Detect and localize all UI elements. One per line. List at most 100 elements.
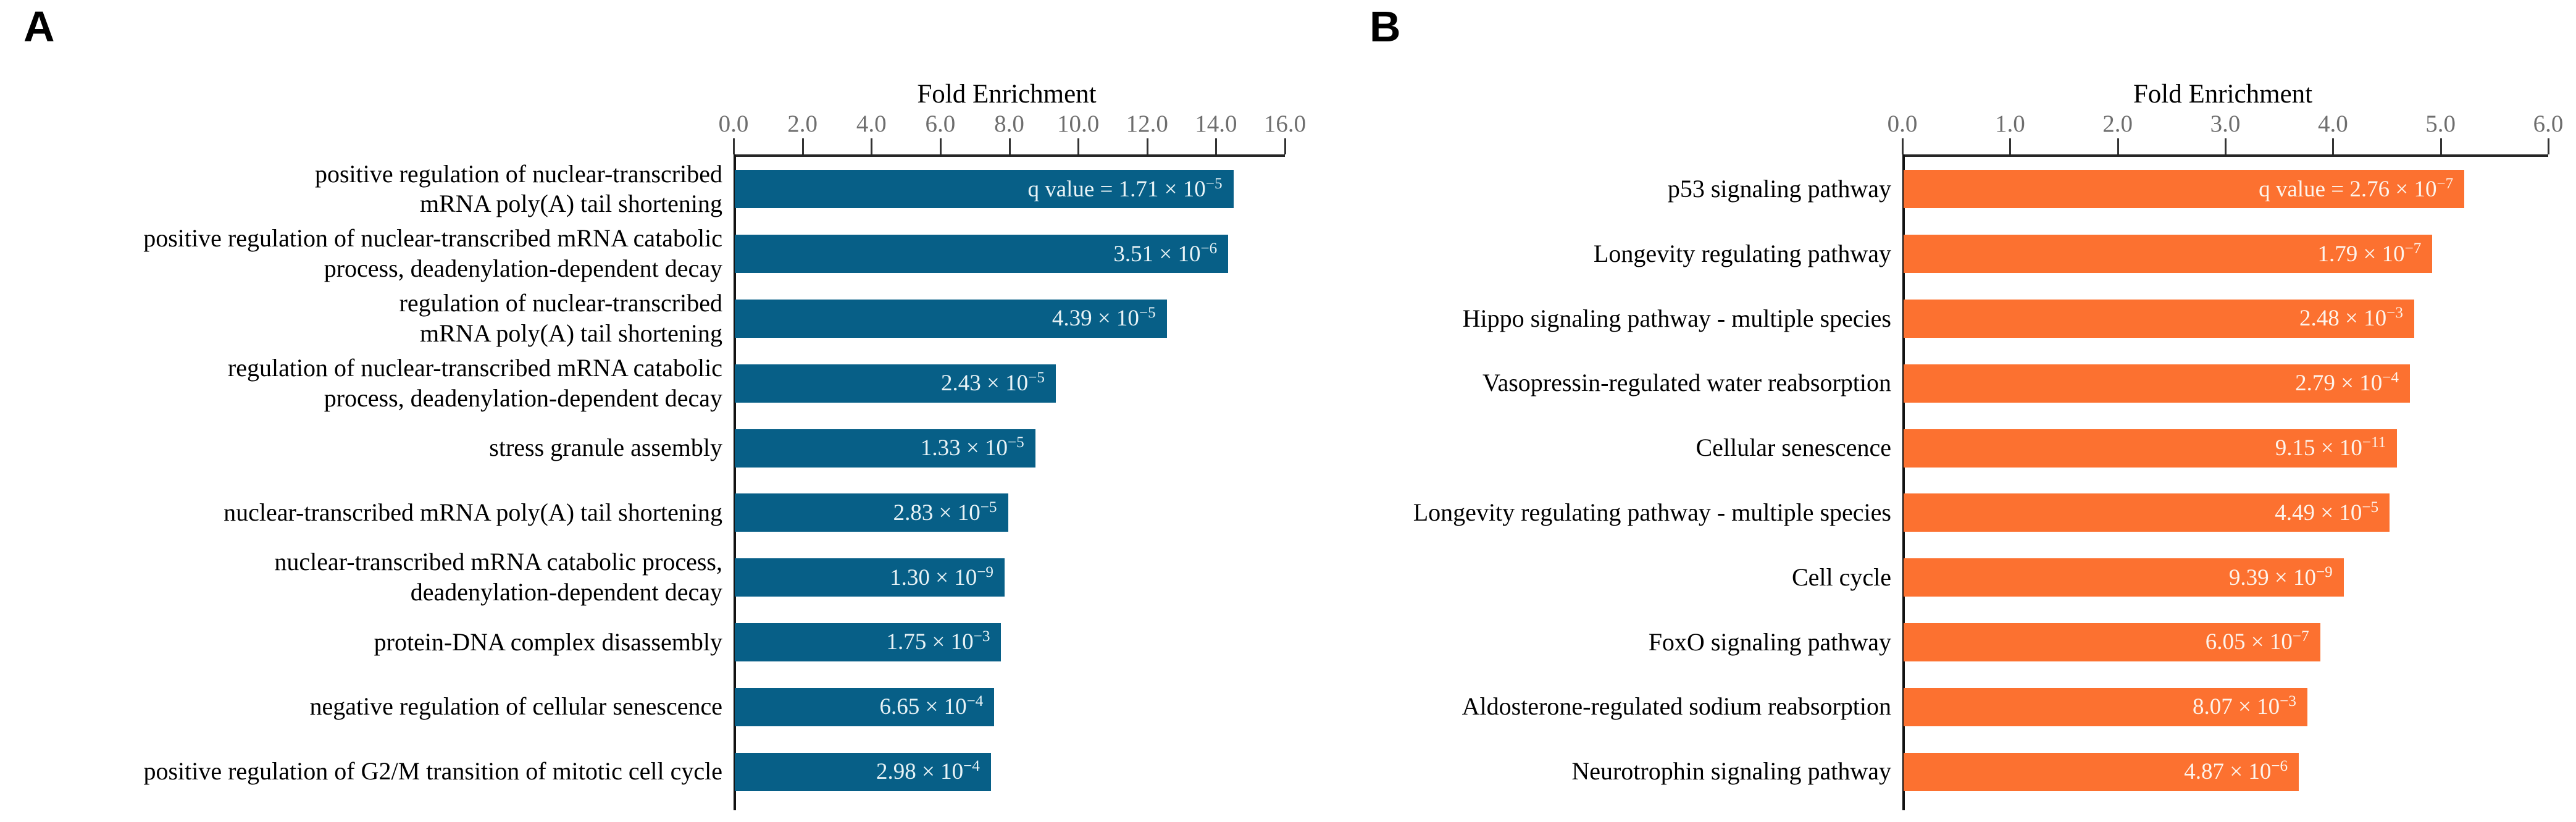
q-value-exponent: −4 xyxy=(2382,369,2399,387)
fold-enrichment-bar: 1.30 × 10−9 xyxy=(735,558,1005,597)
q-value-label: 6.05 × 10−7 xyxy=(2205,628,2309,655)
category-label: FoxO signaling pathway xyxy=(1648,627,1891,656)
category-label: negative regulation of cellular senescen… xyxy=(309,692,722,721)
q-value-label: q value = 2.76 × 10−7 xyxy=(2259,175,2454,202)
q-value-exponent: −9 xyxy=(2315,563,2333,581)
fold-enrichment-bar: 2.98 × 10−4 xyxy=(735,752,991,791)
panel-b: B Fold Enrichment 0.0 1.0 2.0 3.0 4.0 5.0 6.0 … xyxy=(1288,0,2576,822)
x-tick-label: 6.0 xyxy=(925,111,956,137)
q-value-label: 1.33 × 10−5 xyxy=(920,434,1024,461)
bar-track: 8.07 × 10−3 xyxy=(1902,687,2543,726)
bar-row: Aldosterone-regulated sodium reabsorptio… xyxy=(1288,674,2543,739)
bar-row: regulation of nuclear-transcribed mRNA po… xyxy=(0,287,1280,351)
bar-track: 6.65 × 10−4 xyxy=(734,687,1280,726)
x-tick-label: 4.0 xyxy=(856,111,887,137)
bar-row: stress granule assembly 1.33 × 10−5 xyxy=(0,416,1280,480)
bar-track: 9.39 × 10−9 xyxy=(1902,558,2543,597)
q-value-exponent: −3 xyxy=(973,628,990,645)
q-value-label: 1.30 × 10−9 xyxy=(890,563,993,590)
bar-row: Hippo signaling pathway - multiple speci… xyxy=(1288,287,2543,351)
q-value-exponent: −4 xyxy=(963,758,980,775)
fold-enrichment-bar: 9.15 × 10−11 xyxy=(1904,429,2398,468)
category-label: positive regulation of G2/M transition o… xyxy=(143,757,722,786)
q-value-exponent: −6 xyxy=(1200,240,1218,257)
fold-enrichment-bar: 2.83 × 10−5 xyxy=(735,493,1008,532)
q-value-label: 4.49 × 10−5 xyxy=(2275,498,2379,526)
panel-b-x-axis: 0.0 1.0 2.0 3.0 4.0 5.0 6.0 xyxy=(1888,111,2563,157)
category-label: stress granule assembly xyxy=(489,434,722,462)
panel-b-letter: B xyxy=(1370,2,1401,51)
bar-track: q value = 2.76 × 10−7 xyxy=(1902,170,2543,209)
x-tick-label: 8.0 xyxy=(994,111,1024,137)
x-tick-mark xyxy=(1215,138,1218,154)
q-value-exponent: −3 xyxy=(2280,693,2296,710)
x-tick-label: 0.0 xyxy=(718,111,749,137)
bar-row: p53 signaling pathway q value = 2.76 × 10… xyxy=(1288,157,2543,222)
x-tick-mark xyxy=(1146,138,1148,154)
fold-enrichment-bar: 4.49 × 10−5 xyxy=(1904,493,2390,532)
q-value-exponent: −5 xyxy=(2362,498,2379,516)
x-tick-mark xyxy=(733,138,735,154)
q-value-label: 2.83 × 10−5 xyxy=(893,498,997,526)
q-value-exponent: −11 xyxy=(2362,434,2386,451)
fold-enrichment-bar: 2.43 × 10−5 xyxy=(735,364,1056,403)
category-label: regulation of nuclear-transcribed mRNA po… xyxy=(399,289,722,347)
bar-track: 3.51 × 10−6 xyxy=(734,235,1280,274)
category-label: Longevity regulating pathway - multiple … xyxy=(1413,498,1891,526)
q-value-label: 4.39 × 10−5 xyxy=(1052,304,1156,332)
panel-b-y-axis xyxy=(1902,154,1905,810)
bar-track: 1.75 × 10−3 xyxy=(734,623,1280,661)
x-tick-mark xyxy=(1902,138,1904,154)
fold-enrichment-bar: 6.65 × 10−4 xyxy=(735,687,995,726)
x-tick-label: 10.0 xyxy=(1057,111,1100,137)
category-label: Vasopressin-regulated water reabsorption xyxy=(1482,369,1891,397)
bar-row: positive regulation of G2/M transition o… xyxy=(0,739,1280,804)
category-label: Longevity regulating pathway xyxy=(1593,239,1891,267)
bar-row: Cellular senescence 9.15 × 10−11 xyxy=(1288,416,2543,480)
bar-row: Neurotrophin signaling pathway 4.87 × 10−… xyxy=(1288,739,2543,804)
q-value-exponent: −9 xyxy=(977,563,993,581)
fold-enrichment-bar: 1.33 × 10−5 xyxy=(735,429,1035,468)
q-value-label: 3.51 × 10−6 xyxy=(1113,240,1218,267)
bar-row: nuclear-transcribed mRNA catabolic proce… xyxy=(0,545,1280,610)
x-tick-label: 5.0 xyxy=(2425,111,2456,137)
panel-a-y-axis xyxy=(734,154,736,810)
bar-track: 1.33 × 10−5 xyxy=(734,429,1280,468)
panel-b-rows: p53 signaling pathway q value = 2.76 × 10… xyxy=(1288,157,2543,804)
fold-enrichment-bar: q value = 1.71 × 10−5 xyxy=(735,170,1234,209)
panel-a: A Fold Enrichment 0.0 2.0 4.0 6.0 8.0 10.0 12.… xyxy=(0,5,1306,810)
category-label: positive regulation of nuclear-transcrib… xyxy=(143,224,722,283)
bar-track: 2.98 × 10−4 xyxy=(734,752,1280,791)
category-label: Cell cycle xyxy=(1791,563,1891,591)
bar-track: q value = 1.71 × 10−5 xyxy=(734,170,1280,209)
bar-track: 2.48 × 10−3 xyxy=(1902,299,2543,338)
bar-track: 4.49 × 10−5 xyxy=(1902,493,2543,532)
q-value-label: 8.07 × 10−3 xyxy=(2193,693,2296,720)
q-value-label: 4.87 × 10−6 xyxy=(2184,758,2288,785)
panel-a-x-axis: 0.0 2.0 4.0 6.0 8.0 10.0 12.0 14.0 16.0 xyxy=(719,111,1306,157)
fold-enrichment-bar: 4.87 × 10−6 xyxy=(1904,752,2299,791)
bar-track: 4.39 × 10−5 xyxy=(734,299,1280,338)
x-tick-mark xyxy=(2009,138,2012,154)
x-tick-label: 14.0 xyxy=(1195,111,1237,137)
x-tick-mark xyxy=(2332,138,2335,154)
x-tick-label: 12.0 xyxy=(1126,111,1168,137)
bar-row: negative regulation of cellular senescen… xyxy=(0,674,1280,739)
q-value-exponent: −3 xyxy=(2386,304,2403,322)
bar-track: 2.79 × 10−4 xyxy=(1902,364,2543,403)
q-value-label: 6.65 × 10−4 xyxy=(879,693,984,720)
panel-b-axis-title: Fold Enrichment xyxy=(2133,80,2313,109)
fold-enrichment-bar: 8.07 × 10−3 xyxy=(1904,687,2307,726)
fold-enrichment-bar: 2.48 × 10−3 xyxy=(1904,299,2414,338)
fold-enrichment-bar: q value = 2.76 × 10−7 xyxy=(1904,170,2465,209)
x-tick-label: 6.0 xyxy=(2533,111,2564,137)
q-value-exponent: −5 xyxy=(1139,304,1156,322)
bar-row: nuclear-transcribed mRNA poly(A) tail sh… xyxy=(0,480,1280,545)
fold-enrichment-bar: 3.51 × 10−6 xyxy=(735,235,1229,274)
x-tick-mark xyxy=(2225,138,2227,154)
q-value-label: 2.43 × 10−5 xyxy=(941,369,1045,396)
bar-track: 6.05 × 10−7 xyxy=(1902,623,2543,661)
x-tick-label: 1.0 xyxy=(1994,111,2025,137)
bar-row: regulation of nuclear-transcribed mRNA c… xyxy=(0,351,1280,416)
